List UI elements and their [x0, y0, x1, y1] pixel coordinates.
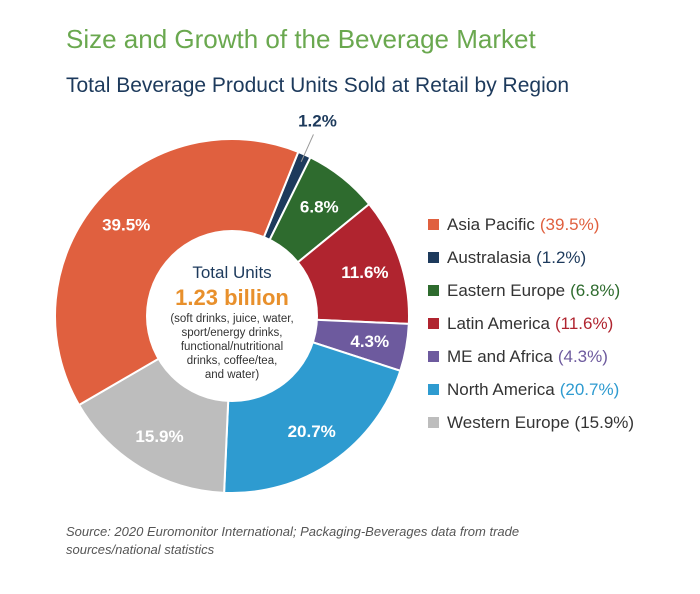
legend-swatch [428, 318, 439, 329]
slice-labels: 1.2% 6.8% 11.6% 4.3% 20.7% 15.9% 39.5% [102, 111, 389, 445]
legend-percent: (15.9%) [574, 412, 635, 432]
slice-label-australasia: 1.2% [298, 111, 337, 130]
legend-item-me-and-africa: ME and Africa (4.3%) [428, 340, 634, 373]
center-note-line: drinks, coffee/tea, [187, 355, 278, 367]
legend-item-north-america: North America (20.7%) [428, 373, 634, 406]
center-note-line: sport/energy drinks, [182, 327, 283, 339]
center-value: 1.23 billion [175, 285, 289, 310]
source-note: Source: 2020 Euromonitor International; … [66, 524, 520, 557]
legend-swatch [428, 252, 439, 263]
slice-label-western-europe: 15.9% [135, 427, 183, 446]
legend-label: ME and Africa [447, 346, 553, 366]
legend-item-latin-america: Latin America (11.6%) [428, 307, 634, 340]
leader-line-australasia [300, 134, 314, 163]
legend-label: Eastern Europe [447, 280, 566, 300]
legend-item-australasia: Australasia (1.2%) [428, 241, 634, 274]
legend-swatch [428, 417, 439, 428]
legend-label: Western Europe [447, 412, 570, 432]
legend-swatch [428, 219, 439, 230]
chart-title: Size and Growth of the Beverage Market [66, 24, 536, 54]
slice-label-asia-pacific: 39.5% [102, 215, 150, 234]
center-title: Total Units [192, 263, 271, 282]
legend-swatch [428, 384, 439, 395]
chart-subtitle: Total Beverage Product Units Sold at Ret… [66, 74, 570, 97]
legend: Asia Pacific (39.5%) Australasia (1.2%) East… [428, 208, 634, 439]
center-note-line: (soft drinks, juice, water, [170, 313, 293, 325]
slice-label-latin-america: 11.6% [341, 263, 388, 282]
slice-label-me-and-africa: 4.3% [350, 332, 389, 351]
legend-item-eastern-europe: Eastern Europe (6.8%) [428, 274, 634, 307]
legend-label: Australasia [447, 247, 532, 267]
legend-item-asia-pacific: Asia Pacific (39.5%) [428, 208, 634, 241]
legend-label: Asia Pacific [447, 214, 535, 234]
slice-label-eastern-europe: 6.8% [300, 198, 339, 217]
center-note-line: functional/nutritional [181, 341, 283, 353]
donut-hole [146, 230, 318, 402]
legend-percent: (1.2%) [536, 247, 587, 267]
legend-percent: (11.6%) [555, 313, 614, 333]
center-note-line: and water) [205, 369, 260, 381]
legend-label: Latin America [447, 313, 550, 333]
legend-item-western-europe: Western Europe (15.9%) [428, 406, 634, 439]
legend-label: North America [447, 379, 555, 399]
legend-swatch [428, 285, 439, 296]
legend-percent: (20.7%) [559, 379, 620, 399]
legend-swatch [428, 351, 439, 362]
legend-percent: (4.3%) [557, 346, 608, 366]
center-note: (soft drinks, juice, water, sport/energy … [170, 313, 293, 381]
legend-percent: (6.8%) [570, 280, 621, 300]
slice-label-north-america: 20.7% [288, 422, 336, 441]
legend-percent: (39.5%) [539, 214, 600, 234]
